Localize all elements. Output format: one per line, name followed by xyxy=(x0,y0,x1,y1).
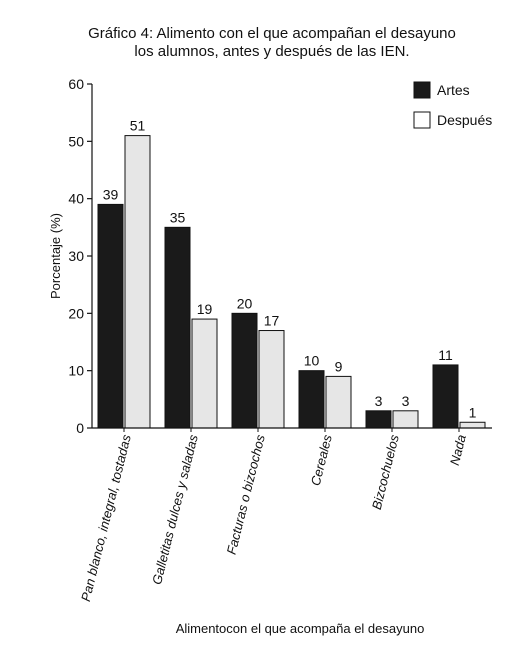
category-labels-group: Pan blanco, integral, tostadas Galletitas… xyxy=(78,428,469,603)
bar-artes xyxy=(231,312,258,429)
y-tick-label: 0 xyxy=(76,420,84,436)
bar-artes xyxy=(298,370,325,429)
x-axis-label: Alimentocon el que acompaña el desayuno xyxy=(176,621,425,636)
bar-artes xyxy=(432,364,459,429)
data-label: 9 xyxy=(335,358,343,374)
data-label: 10 xyxy=(304,353,320,369)
y-tick-label: 60 xyxy=(68,76,84,92)
data-label: 51 xyxy=(130,118,146,134)
data-label: 35 xyxy=(170,209,186,225)
data-label: 17 xyxy=(264,313,280,329)
category-label: Bizcochuelos xyxy=(369,433,402,511)
bar-despues xyxy=(191,318,218,429)
category-label: Facturas o bizcochos xyxy=(224,433,268,556)
bar-despues xyxy=(124,135,151,429)
y-tick-label: 40 xyxy=(68,191,84,207)
bar-despues xyxy=(459,421,486,429)
bar-despues xyxy=(392,410,419,429)
y-tick-label: 50 xyxy=(68,133,84,149)
y-tick-label: 30 xyxy=(68,248,84,264)
bars-group xyxy=(97,135,486,429)
data-label: 39 xyxy=(103,186,119,202)
bar-artes xyxy=(164,226,191,429)
data-label: 3 xyxy=(402,393,410,409)
bar-despues xyxy=(325,375,352,429)
legend-swatch-artes xyxy=(413,81,431,99)
legend-label-artes: Artes xyxy=(437,82,470,98)
y-tick-label: 10 xyxy=(68,363,84,379)
chart-subtitle: los alumnos, antes y después de las IEN. xyxy=(134,43,409,60)
category-label: Nada xyxy=(447,433,469,467)
y-axis-label: Porcentaje (%) xyxy=(48,213,63,299)
data-label: 20 xyxy=(237,295,253,311)
category-label: Cereales xyxy=(308,433,335,488)
data-label: 3 xyxy=(375,393,383,409)
legend-swatch-despues xyxy=(413,111,431,129)
bar-artes xyxy=(365,410,392,429)
y-tick-label: 20 xyxy=(68,305,84,321)
category-label: Galletitas dulces y saladas xyxy=(149,433,201,586)
chart-title: Gráfico 4: Alimento con el que acompañan… xyxy=(88,25,456,42)
bar-artes xyxy=(97,203,124,429)
legend: Artes Después xyxy=(413,81,492,129)
y-axis-ticks: 0 10 20 30 40 50 60 xyxy=(68,76,92,436)
data-label: 11 xyxy=(438,347,453,363)
data-label: 19 xyxy=(197,301,213,317)
data-label: 1 xyxy=(469,404,477,420)
category-label: Pan blanco, integral, tostadas xyxy=(78,433,134,603)
legend-label-despues: Después xyxy=(437,112,492,128)
bar-despues xyxy=(258,330,285,429)
